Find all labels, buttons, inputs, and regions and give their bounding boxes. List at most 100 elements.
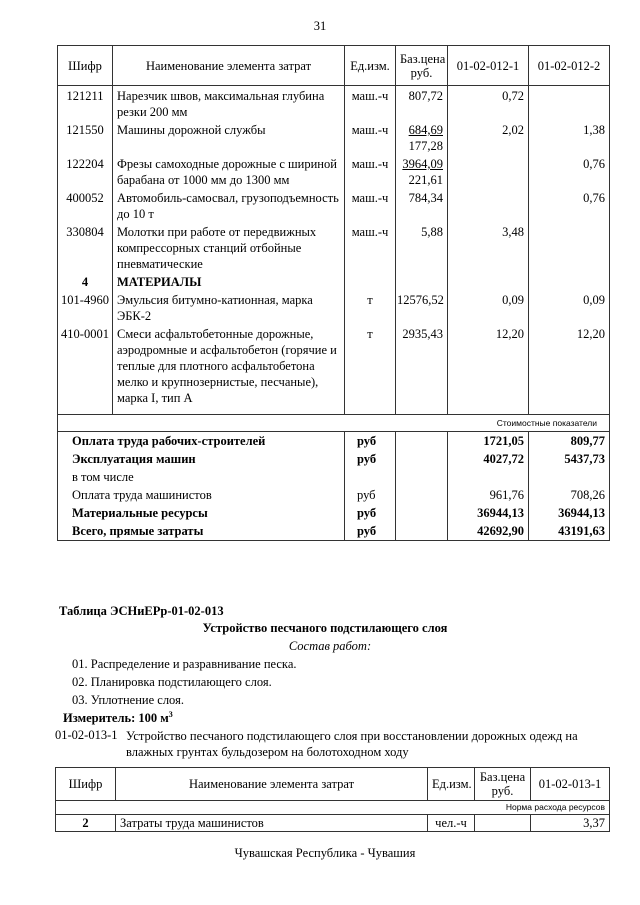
code-cell: 330804 <box>57 222 113 272</box>
page-number: 31 <box>313 19 327 33</box>
unit-cell: маш.-ч <box>344 222 396 272</box>
summary-value-2: 43191,63 <box>528 521 610 540</box>
header-col1: 01-02-013-1 <box>530 767 610 801</box>
value-cell-2: 1,38 <box>528 120 610 154</box>
price-cell: 807,72 <box>395 85 448 120</box>
summary-label: Материальные ресурсы <box>57 503 345 522</box>
summary-value-1: 42692,90 <box>447 521 529 540</box>
value-cell-1: 3,48 <box>447 222 529 272</box>
price-cell: 12576,52 <box>395 290 448 324</box>
price-cell: 2935,43 <box>395 324 448 414</box>
summary-value-2: 708,26 <box>528 485 610 504</box>
summary-value-1: 4027,72 <box>447 449 529 468</box>
work-step: 01. Распределение и разравнивание песка. <box>72 657 297 671</box>
name-cell: Эмульсия битумно-катионная, марка ЭБК-2 <box>112 290 345 324</box>
summary-unit: руб <box>344 485 396 504</box>
table-row: 330804 Молотки при работе от передвижных … <box>57 222 610 272</box>
value-cell-1: 2,02 <box>447 120 529 154</box>
summary-row: Оплата труда машинистов руб 961,76 708,26 <box>57 485 610 504</box>
summary-label: в том числе <box>57 467 345 486</box>
table-row: 121550 Машины дорожной службы маш.-ч 684,69… <box>57 120 610 154</box>
summary-label: Всего, прямые затраты <box>57 521 345 540</box>
code-cell: 122204 <box>57 154 113 188</box>
header-name: Наименование элемента затрат <box>115 767 428 801</box>
unit-cell: маш.-ч <box>344 85 396 120</box>
unit-cell: чел.-ч <box>427 814 475 832</box>
code-cell: 121550 <box>57 120 113 154</box>
norm-label: Норма расхода ресурсов <box>55 800 610 815</box>
value-cell-2: 0,09 <box>528 290 610 324</box>
header-name: Наименование элемента затрат <box>112 45 345 86</box>
cost-indicators-label: Стоимостные показатели <box>57 413 610 432</box>
value-cell-1: 0,09 <box>447 290 529 324</box>
table-row: 122204 Фрезы самоходные дорожные с ширино… <box>57 154 610 188</box>
header-code: Шифр <box>57 45 113 86</box>
header-price: Баз.цена руб. <box>474 767 531 801</box>
header-price: Баз.цена руб. <box>395 45 448 86</box>
summary-value-2 <box>528 467 610 486</box>
value-cell-1: 12,20 <box>447 324 529 414</box>
price-value: 5,88 <box>421 225 443 239</box>
summary-unit: руб <box>344 503 396 522</box>
value-cell-2: 12,20 <box>528 324 610 414</box>
value-cell-2 <box>528 85 610 120</box>
price-cell: 784,34 <box>395 188 448 222</box>
summary-row: Материальные ресурсы руб 36944,13 36944,13 <box>57 503 610 522</box>
price-cell: 5,88 <box>395 222 448 272</box>
header-unit: Ед.изм. <box>344 45 396 86</box>
value-cell-1: 0,72 <box>447 85 529 120</box>
value-cell-1 <box>447 154 529 188</box>
summary-unit: руб <box>344 521 396 540</box>
header-col2: 01-02-012-2 <box>528 45 610 86</box>
measure-label: Измеритель: 100 м3 <box>63 710 173 726</box>
table-row: 410-0001 Смеси асфальтобетонные дорожные,… <box>57 324 610 414</box>
price-value: 784,34 <box>408 191 443 205</box>
work-step: 02. Планировка подстилающего слоя. <box>72 675 272 689</box>
summary-unit <box>344 467 396 486</box>
table-title: Таблица ЭСНиЕРр-01-02-013 <box>59 604 224 618</box>
resources-table-013: Шифр Наименование элемента затрат Ед.изм… <box>55 767 610 832</box>
header-unit: Ед.изм. <box>427 767 475 801</box>
price-cell: 3964,09 221,61 <box>395 154 448 188</box>
section-heading: Устройство песчаного подстилающего слоя <box>202 621 448 635</box>
price-value-2: 177,28 <box>408 139 443 153</box>
code-cell: 121211 <box>57 85 113 120</box>
code-cell: 101-4960 <box>57 290 113 324</box>
header-col1: 01-02-012-1 <box>447 45 529 86</box>
item-code: 01-02-013-1 <box>55 728 118 742</box>
section-name: МАТЕРИАЛЫ <box>112 272 345 290</box>
value-cell-2 <box>528 222 610 272</box>
page-footer: Чувашская Республика - Чувашия <box>234 846 416 860</box>
name-cell: Затраты труда машинистов <box>115 814 428 832</box>
name-cell: Нарезчик швов, максимальная глубина резк… <box>112 85 345 120</box>
price-value-2: 221,61 <box>408 173 443 187</box>
value-cell: 3,37 <box>530 814 610 832</box>
header-code: Шифр <box>55 767 116 801</box>
work-step: 03. Уплотнение слоя. <box>72 693 184 707</box>
name-cell: Смеси асфальтобетонные дорожные, аэродро… <box>112 324 345 414</box>
name-cell: Молотки при работе от передвижных компре… <box>112 222 345 272</box>
code-cell: 2 <box>55 814 116 832</box>
summary-label: Эксплуатация машин <box>57 449 345 468</box>
summary-value-2: 36944,13 <box>528 503 610 522</box>
table-row: 121211 Нарезчик швов, максимальная глубин… <box>57 85 610 120</box>
summary-label: Оплата труда рабочих-строителей <box>57 431 345 450</box>
value-cell-2: 0,76 <box>528 188 610 222</box>
summary-value-1: 961,76 <box>447 485 529 504</box>
composition-label: Состав работ: <box>288 639 372 653</box>
price-value: 3964,09 <box>402 157 443 171</box>
name-cell: Фрезы самоходные дорожные с шириной бара… <box>112 154 345 188</box>
summary-row: Всего, прямые затраты руб 42692,90 43191,63 <box>57 521 610 540</box>
summary-row: в том числе <box>57 467 610 486</box>
name-cell: Автомобиль-самосвал, грузоподъемность до… <box>112 188 345 222</box>
code-cell: 400052 <box>57 188 113 222</box>
price-value: 807,72 <box>408 89 443 103</box>
summary-value-1 <box>447 467 529 486</box>
summary-value-2: 809,77 <box>528 431 610 450</box>
price-value: 684,69 <box>408 123 443 137</box>
summary-unit: руб <box>344 449 396 468</box>
unit-cell: маш.-ч <box>344 188 396 222</box>
table-row: 2 Затраты труда машинистов чел.-ч 3,37 <box>55 814 610 832</box>
summary-row: Оплата труда рабочих-строителей руб 1721,0… <box>57 431 610 450</box>
